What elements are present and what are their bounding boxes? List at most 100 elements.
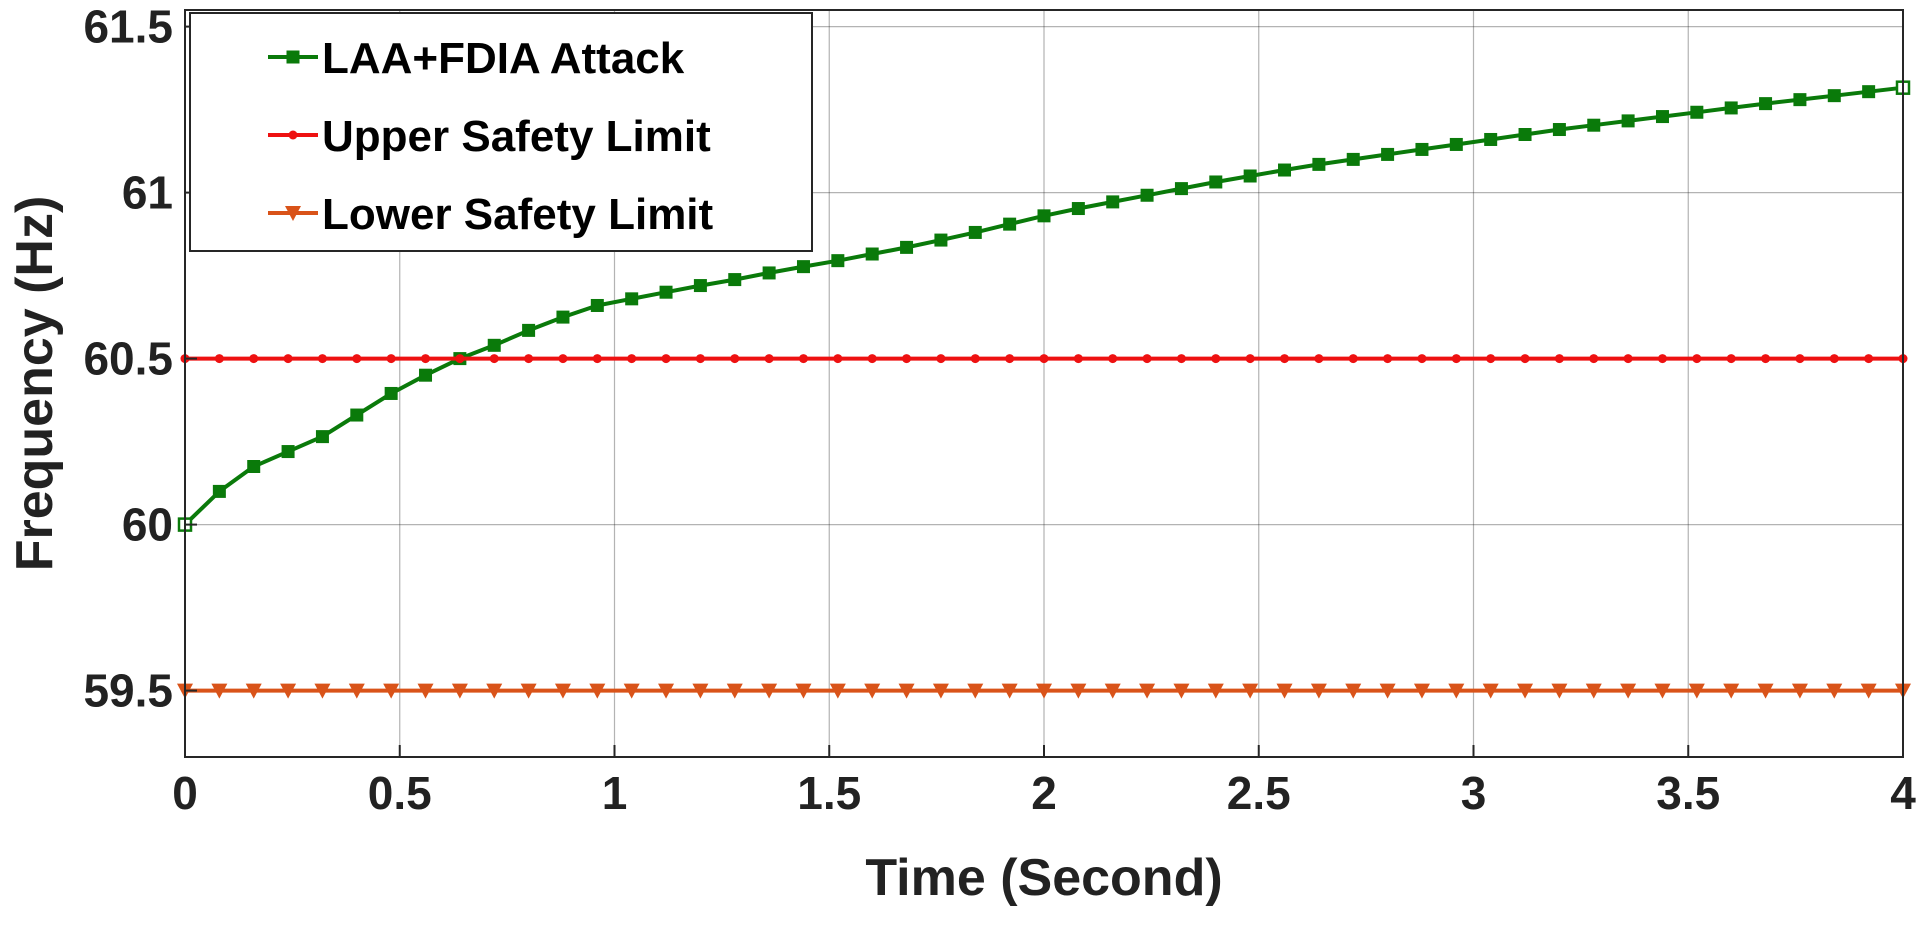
data-point [1589, 354, 1599, 364]
y-axis-label: Frequency (Hz) [6, 196, 64, 572]
data-point [1793, 93, 1807, 107]
data-point [419, 368, 433, 382]
x-tick-label: 3 [1461, 767, 1487, 819]
plot-series [177, 80, 1911, 699]
data-point [1211, 354, 1221, 364]
data-point [1106, 195, 1120, 209]
data-point [1140, 188, 1154, 202]
data-point [455, 354, 465, 364]
data-point [1280, 354, 1290, 364]
data-point [970, 354, 980, 364]
data-point [623, 683, 640, 699]
x-tick-label: 0.5 [368, 767, 432, 819]
data-point [1621, 114, 1635, 128]
x-tick-label: 2.5 [1227, 767, 1291, 819]
data-point [348, 683, 365, 699]
data-point [1795, 354, 1805, 364]
data-point [764, 354, 774, 364]
legend-label: LAA+FDIA Attack [322, 34, 685, 83]
data-point [695, 354, 705, 364]
y-tick-label: 59.5 [83, 665, 173, 717]
data-point [1276, 683, 1293, 699]
data-point [898, 683, 915, 699]
data-point [1108, 354, 1118, 364]
y-axis-ticks: 59.5 60 60.5 61 61.5 [83, 1, 197, 717]
data-point [489, 354, 499, 364]
data-point [1278, 163, 1292, 177]
legend-entry: Lower Safety Limit [268, 190, 714, 239]
x-tick-label: 2 [1031, 767, 1057, 819]
data-point [762, 266, 776, 280]
data-point [1757, 683, 1774, 699]
x-axis-ticks: 0 0.5 1 1.5 2 2.5 3 3.5 4 [172, 745, 1916, 819]
data-point [249, 354, 259, 364]
data-point [1860, 683, 1877, 699]
data-point [1829, 354, 1839, 364]
data-point [796, 260, 810, 274]
data-point [214, 354, 224, 364]
data-point [350, 408, 364, 422]
data-point [1312, 157, 1326, 171]
data-point [1139, 683, 1156, 699]
data-point [352, 354, 362, 364]
data-point [1791, 683, 1808, 699]
data-point [730, 354, 740, 364]
legend-swatch-marker [286, 50, 300, 64]
data-point [1623, 354, 1633, 364]
data-point [1585, 683, 1602, 699]
data-point [728, 273, 742, 287]
data-point [1451, 354, 1461, 364]
data-point [520, 683, 537, 699]
legend-entry: LAA+FDIA Attack [268, 34, 685, 83]
data-point [1176, 354, 1186, 364]
data-point [1655, 110, 1669, 124]
data-point [1482, 683, 1499, 699]
legend-entry: Upper Safety Limit [268, 112, 711, 161]
data-point [1690, 105, 1704, 119]
data-point [761, 683, 778, 699]
y-tick-label: 61.5 [83, 1, 173, 53]
legend-swatch-marker [285, 206, 301, 221]
data-point [659, 285, 673, 299]
data-point [1073, 354, 1083, 364]
data-point [245, 683, 262, 699]
data-point [1346, 152, 1360, 166]
data-point [867, 354, 877, 364]
data-point [1657, 354, 1667, 364]
data-point [487, 338, 501, 352]
data-point [1104, 683, 1121, 699]
data-point [283, 354, 293, 364]
data-point [1587, 118, 1601, 132]
data-point [968, 225, 982, 239]
legend-entries: LAA+FDIA Attack Upper Safety Limit Lower S… [268, 34, 714, 239]
data-point [627, 354, 637, 364]
data-point [1692, 354, 1702, 364]
data-point [1723, 683, 1740, 699]
legend-label: Upper Safety Limit [322, 112, 711, 161]
data-point [726, 683, 743, 699]
data-point [211, 683, 228, 699]
data-point [1517, 683, 1534, 699]
data-point [317, 354, 327, 364]
data-point [795, 683, 812, 699]
data-point [932, 683, 949, 699]
y-tick-label: 60.5 [83, 333, 173, 385]
data-point [280, 683, 297, 699]
data-point [1520, 354, 1530, 364]
data-point [1209, 175, 1223, 189]
x-tick-label: 3.5 [1656, 767, 1720, 819]
data-point [212, 484, 226, 498]
data-point [864, 683, 881, 699]
data-point [1759, 97, 1773, 111]
data-point [1826, 683, 1843, 699]
data-point [967, 683, 984, 699]
data-point [831, 254, 845, 268]
data-point [833, 354, 843, 364]
data-point [592, 354, 602, 364]
data-point [1551, 683, 1568, 699]
data-point [1761, 354, 1771, 364]
data-point [1862, 85, 1876, 99]
data-point [1726, 354, 1736, 364]
